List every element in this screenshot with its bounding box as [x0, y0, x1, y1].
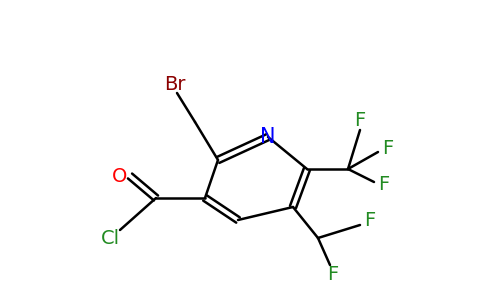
- Text: F: F: [327, 265, 339, 284]
- Text: Br: Br: [164, 76, 186, 94]
- Text: O: O: [112, 167, 128, 185]
- Text: Cl: Cl: [101, 229, 120, 247]
- Text: N: N: [260, 127, 276, 147]
- Text: F: F: [354, 112, 365, 130]
- Text: F: F: [378, 176, 390, 194]
- Text: F: F: [364, 212, 376, 230]
- Text: F: F: [382, 140, 393, 158]
